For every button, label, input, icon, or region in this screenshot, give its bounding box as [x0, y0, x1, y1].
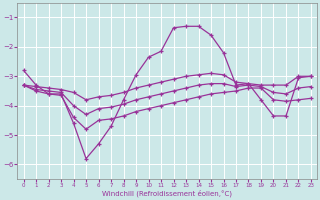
X-axis label: Windchill (Refroidissement éolien,°C): Windchill (Refroidissement éolien,°C) [102, 190, 232, 197]
